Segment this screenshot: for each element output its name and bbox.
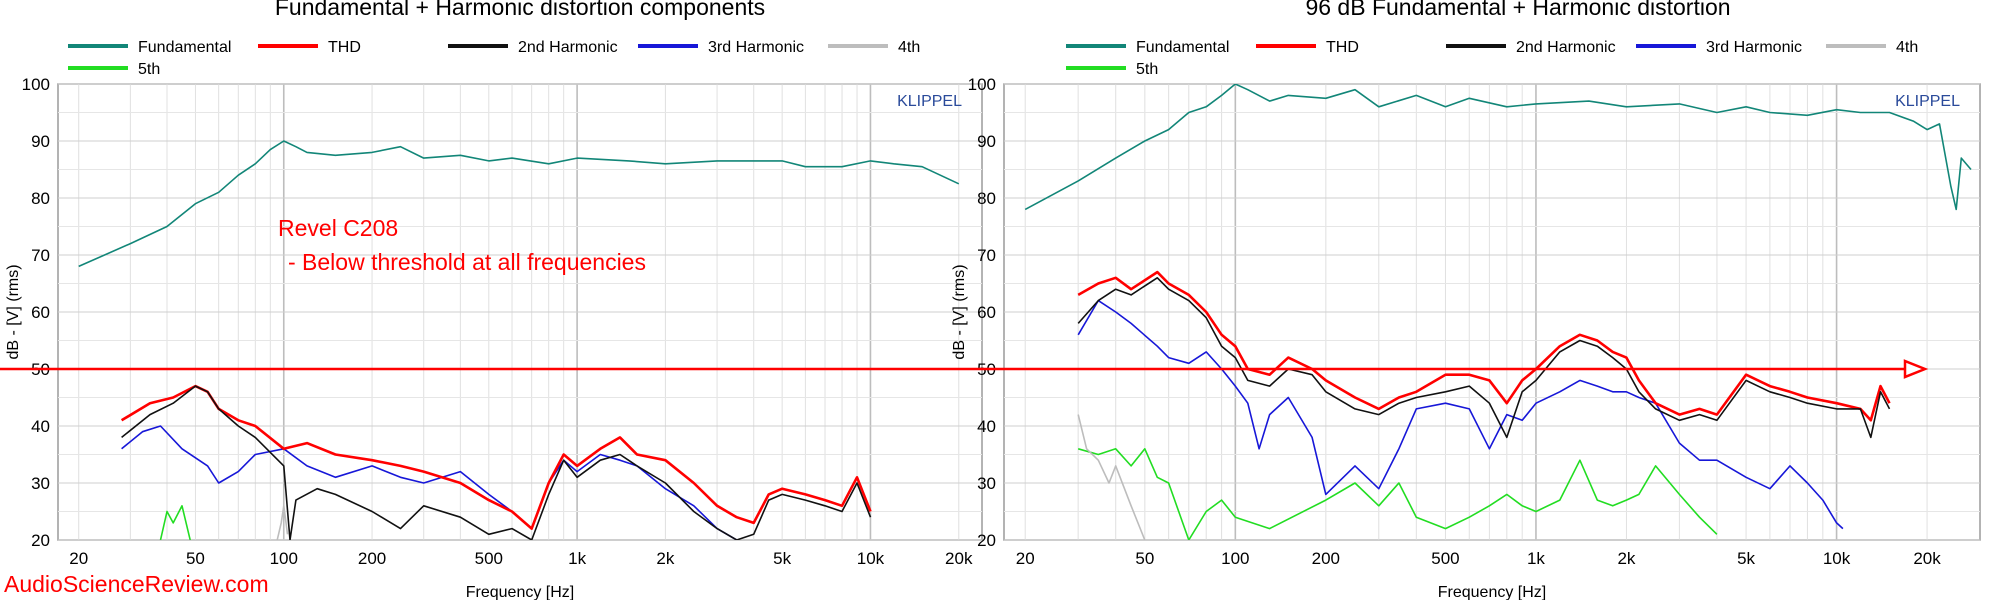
series-4th — [1077, 414, 1146, 540]
series-fundamental — [78, 140, 960, 268]
x-tick-label: 200 — [1312, 549, 1340, 568]
y-tick-label: 100 — [22, 75, 50, 94]
legend-label-2nd-harmonic: 2nd Harmonic — [518, 39, 618, 56]
series-fundamental — [1024, 84, 1972, 211]
x-tick-label: 5k — [1737, 549, 1755, 568]
annotation-line-2: - Below threshold at all frequencies — [288, 249, 646, 275]
y-tick-label: 30 — [977, 474, 996, 493]
series-2nd-harmonic — [121, 385, 872, 540]
y-tick-label: 100 — [968, 75, 996, 94]
chart-panel-2: 96 dB Fundamental + Harmonic distortion F… — [951, 0, 1981, 600]
legend-label-fundamental: Fundamental — [138, 39, 231, 56]
x-tick-label: 500 — [1431, 549, 1459, 568]
series-thd — [120, 384, 872, 530]
x-tick-label: 20k — [945, 549, 973, 568]
annotation-line-1: Revel C208 — [278, 215, 398, 241]
y-tick-label: 70 — [977, 246, 996, 265]
x-tick-label: 2k — [1617, 549, 1635, 568]
legend-label-fundamental: Fundamental — [1136, 39, 1229, 56]
series-5th — [159, 505, 191, 540]
threshold-arrowhead — [1903, 359, 1929, 379]
klippel-watermark: KLIPPEL — [1895, 93, 1960, 110]
y-axis-label: dB - [V] (rms) — [951, 264, 968, 359]
x-tick-label: 2k — [656, 549, 674, 568]
legend-label-thd: THD — [1326, 39, 1359, 56]
series-group — [78, 140, 960, 540]
x-tick-label: 10k — [1823, 549, 1851, 568]
klippel-watermark: KLIPPEL — [897, 93, 962, 110]
x-tick-label: 20 — [1016, 549, 1035, 568]
y-tick-label: 80 — [977, 189, 996, 208]
legend-label-4th: 4th — [898, 39, 920, 56]
x-tick-label: 500 — [475, 549, 503, 568]
series-4th — [276, 505, 289, 540]
grid — [58, 83, 982, 541]
series-group — [1024, 84, 1972, 540]
legend-label-thd: THD — [328, 39, 361, 56]
legend-label-5th: 5th — [138, 61, 160, 78]
legend-label-4th: 4th — [1896, 39, 1918, 56]
x-tick-label: 50 — [1135, 549, 1154, 568]
y-tick-label: 20 — [31, 531, 50, 550]
x-tick-label: 200 — [358, 549, 386, 568]
y-tick-label: 80 — [31, 189, 50, 208]
chart-title: 96 dB Fundamental + Harmonic distortion — [1305, 0, 1730, 20]
site-watermark: AudioScienceReview.com — [4, 571, 269, 597]
series-thd — [1077, 270, 1891, 422]
y-tick-label: 40 — [977, 417, 996, 436]
x-tick-label: 100 — [1221, 549, 1249, 568]
x-axis-label: Frequency [Hz] — [1438, 584, 1546, 600]
y-tick-label: 60 — [977, 303, 996, 322]
legend-label-2nd-harmonic: 2nd Harmonic — [1516, 39, 1616, 56]
series-2nd-harmonic — [1077, 277, 1891, 439]
x-tick-label: 20 — [69, 549, 88, 568]
legend-label-3rd-harmonic: 3rd Harmonic — [1706, 39, 1802, 56]
x-tick-label: 1k — [1527, 549, 1545, 568]
legend-label-5th: 5th — [1136, 61, 1158, 78]
y-tick-label: 70 — [31, 246, 50, 265]
x-tick-label: 50 — [186, 549, 205, 568]
grid — [1004, 83, 1980, 541]
y-tick-label: 30 — [31, 474, 50, 493]
y-tick-label: 60 — [31, 303, 50, 322]
y-tick-label: 40 — [31, 417, 50, 436]
legend-label-3rd-harmonic: 3rd Harmonic — [708, 39, 804, 56]
y-axis-label: dB - [V] (rms) — [5, 264, 22, 359]
x-tick-label: 1k — [568, 549, 586, 568]
y-tick-label: 20 — [977, 531, 996, 550]
chart-title: Fundamental + Harmonic distortion compon… — [275, 0, 765, 20]
x-axis-label: Frequency [Hz] — [466, 584, 574, 600]
x-tick-label: 20k — [1913, 549, 1941, 568]
chart-panel-1: Fundamental + Harmonic distortion compon… — [5, 0, 983, 600]
x-tick-label: 100 — [270, 549, 298, 568]
y-tick-label: 90 — [31, 132, 50, 151]
series-5th — [1077, 448, 1718, 540]
y-tick-label: 90 — [977, 132, 996, 151]
x-tick-label: 10k — [857, 549, 885, 568]
x-tick-label: 5k — [773, 549, 791, 568]
series-3rd-harmonic — [1077, 299, 1844, 530]
